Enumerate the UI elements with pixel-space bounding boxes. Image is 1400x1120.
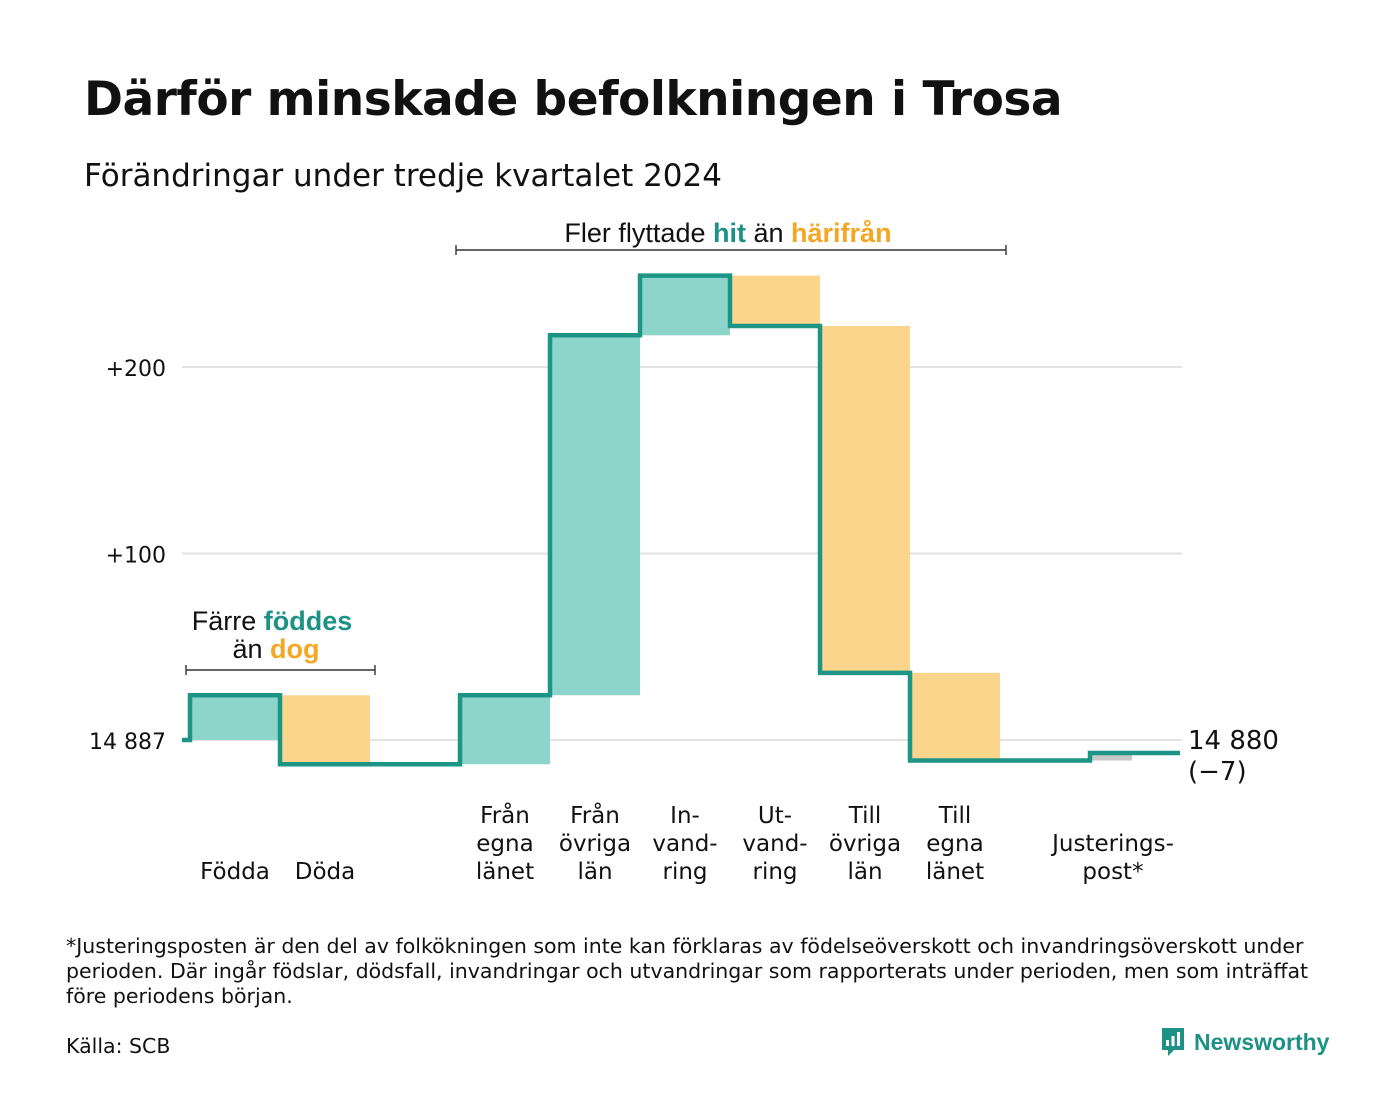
- annotation-migration: Fler flyttade hit än härifrån: [455, 218, 1007, 255]
- category-label: Ut-: [758, 803, 792, 829]
- category-label: ring: [752, 859, 797, 885]
- bar-layer: [190, 275, 1132, 765]
- svg-text:Färre föddes: Färre föddes: [192, 606, 353, 636]
- waterfall-bar: [820, 325, 910, 673]
- waterfall-bar: [1090, 753, 1132, 761]
- svg-text:än dog: än dog: [232, 634, 319, 664]
- footnote: *Justeringsposten är den del av folkökni…: [66, 934, 1309, 1008]
- category-label: ring: [662, 859, 707, 885]
- source-credit: Källa: SCB: [66, 1034, 171, 1058]
- category-label: egna: [926, 831, 983, 857]
- annotation-deaths-highlight: dog: [270, 634, 319, 664]
- y-tick-label: +200: [106, 357, 166, 382]
- annotation-births-highlight: föddes: [264, 606, 353, 636]
- annotation-migration-bracket: [455, 245, 1007, 255]
- line-layer: [182, 273, 1180, 767]
- category-label: In-: [670, 803, 700, 829]
- grid-layer: [182, 366, 1182, 741]
- waterfall-bar: [640, 275, 730, 336]
- y-tick-label: 14 887: [89, 730, 166, 755]
- annotation-migration-harifran: härifrån: [791, 218, 892, 248]
- annotation-deaths-prefix: än: [232, 634, 270, 664]
- tick-layer: 14 887 +100 +200: [89, 357, 166, 755]
- category-label: vand-: [652, 831, 717, 857]
- brand-name: Newsworthy: [1194, 1028, 1330, 1055]
- category-label: Justerings-: [1050, 831, 1174, 857]
- category-label: post*: [1082, 859, 1143, 885]
- end-value-label: 14 880 (−7): [1188, 726, 1279, 787]
- annotation-migration-prefix: Fler flyttade: [564, 218, 713, 248]
- annotation-births-deaths-bracket: [185, 665, 376, 675]
- annotation-migration-hit: hit: [713, 218, 746, 248]
- waterfall-bar: [280, 695, 370, 765]
- category-label: län: [847, 859, 882, 885]
- annotation-migration-middle: än: [746, 218, 791, 248]
- end-change: (−7): [1188, 757, 1247, 787]
- category-label: län: [577, 859, 612, 885]
- annotation-births-deaths: Färre föddes än dog: [185, 606, 376, 675]
- category-label: övriga: [559, 831, 631, 857]
- category-label: Till: [938, 803, 972, 829]
- svg-text:Fler flyttade hit än härifrån: Fler flyttade hit än härifrån: [564, 218, 891, 248]
- waterfall-bar: [730, 275, 820, 326]
- waterfall-bar: [910, 672, 1000, 761]
- category-label: Födda: [200, 859, 270, 885]
- annotation-births-prefix: Färre: [192, 606, 264, 636]
- chart-subtitle: Förändringar under tredje kvartalet 2024: [84, 158, 722, 194]
- category-label-layer: Födda DödaFrånegnalänetFrånövrigalänIn-va…: [200, 801, 1174, 885]
- chart-title: Därför minskade befolkningen i Trosa: [84, 72, 1063, 127]
- cumulative-line: [182, 273, 1180, 767]
- category-label: egna: [476, 831, 533, 857]
- category-label: länet: [476, 859, 534, 885]
- waterfall-chart: 14 887+100+200 Födda DödaFrånegnalänetFrå…: [89, 218, 1279, 885]
- brand-logo: Newsworthy: [1160, 1026, 1329, 1058]
- waterfall-bar: [190, 695, 280, 740]
- category-label: Från: [480, 801, 530, 829]
- category-label: länet: [926, 859, 984, 885]
- end-value: 14 880: [1188, 726, 1279, 756]
- waterfall-bar: [460, 695, 550, 765]
- y-tick-label: +100: [106, 544, 166, 569]
- category-label: vand-: [742, 831, 807, 857]
- category-label: Döda: [295, 859, 355, 885]
- waterfall-bar: [550, 335, 640, 696]
- category-label: Från: [570, 801, 620, 829]
- newsworthy-chart-bubble-icon: [1162, 1028, 1184, 1056]
- category-label: övriga: [829, 831, 901, 857]
- category-label: Till: [848, 803, 882, 829]
